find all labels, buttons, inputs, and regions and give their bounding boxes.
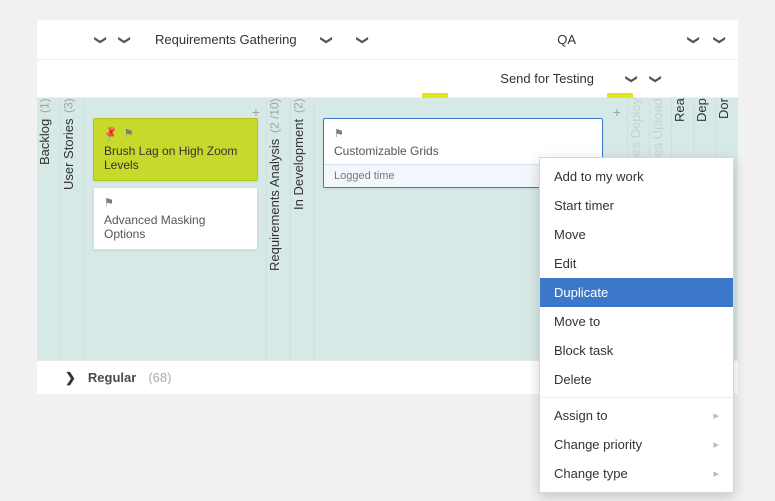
column-in-dev[interactable]: In Development (2) [291,98,315,360]
chevron-down-icon[interactable]: ❯ [355,32,371,48]
menu-change-priority[interactable]: Change priority▸ [540,430,733,459]
submenu-icon: ▸ [713,409,719,422]
card-title: Customizable Grids [334,144,592,158]
card-title: Brush Lag on High Zoom Levels [104,144,247,172]
flag-icon: ⚑ [334,127,344,140]
card-brush-lag[interactable]: 📌 ⚑ Brush Lag on High Zoom Levels [93,118,258,181]
col-header-qa[interactable]: QA [557,32,576,47]
context-menu: Add to my work Start timer Move Edit Dup… [539,157,734,493]
menu-duplicate[interactable]: Duplicate [540,278,733,307]
menu-add-to-my-work[interactable]: Add to my work [540,162,733,191]
menu-move-to[interactable]: Move to [540,307,733,336]
card-title: Advanced Masking Options [104,213,247,241]
sub-header-send-testing[interactable]: Send for Testing [500,71,594,86]
chevron-down-icon[interactable]: ❯ [117,32,133,48]
column-count: (3) [62,98,76,113]
chevron-down-icon[interactable]: ❯ [319,32,335,48]
column-label: Requirements Analysis [267,139,282,271]
menu-assign-to[interactable]: Assign to▸ [540,401,733,430]
lane-label-regular: Regular [88,370,136,385]
menu-start-timer[interactable]: Start timer [540,191,733,220]
lane-count: (68) [148,370,171,385]
column-count: (1) [38,98,52,113]
chevron-down-icon[interactable]: ❯ [648,71,664,87]
menu-delete[interactable]: Delete [540,365,733,394]
column-requirements-content: + 📌 ⚑ Brush Lag on High Zoom Levels ⚑ Ad… [85,98,267,360]
chevron-down-icon[interactable]: ❯ [686,32,702,48]
column-label: User Stories [61,119,76,191]
submenu-icon: ▸ [713,438,719,451]
chevron-down-icon[interactable]: ❯ [624,71,640,87]
menu-move[interactable]: Move [540,220,733,249]
column-label: Dep [694,98,709,122]
column-req-analysis[interactable]: Requirements Analysis (2 /10) [267,98,291,360]
column-backlog[interactable]: Backlog (1) [37,98,61,360]
flag-icon: ⚑ [104,196,114,209]
column-user-stories[interactable]: User Stories (3) [61,98,85,360]
chevron-down-icon[interactable]: ❯ [712,32,728,48]
pin-icon: 📌 [102,124,120,142]
col-header-requirements[interactable]: Requirements Gathering [155,32,297,47]
chevron-down-icon[interactable]: ❯ [93,32,109,48]
add-card-icon[interactable]: + [613,104,621,120]
submenu-icon: ▸ [713,467,719,480]
column-count: (2 /10) [268,98,282,133]
menu-edit[interactable]: Edit [540,249,733,278]
menu-block-task[interactable]: Block task [540,336,733,365]
column-label: In Development [291,119,306,210]
menu-change-type[interactable]: Change type▸ [540,459,733,488]
flag-icon: ⚑ [124,127,134,140]
column-label: Backlog [37,119,52,165]
header-row-1: ❯ ❯ Requirements Gathering ❯ ❯ QA ❯ ❯ [37,20,738,60]
column-label: Dor [716,98,731,119]
column-count: (2) [292,98,306,113]
column-label: Rea [672,98,687,122]
card-masking[interactable]: ⚑ Advanced Masking Options [93,187,258,250]
chevron-right-icon[interactable]: ❯ [65,370,76,386]
header-row-2: Send for Testing ❯ ❯ [37,60,738,98]
